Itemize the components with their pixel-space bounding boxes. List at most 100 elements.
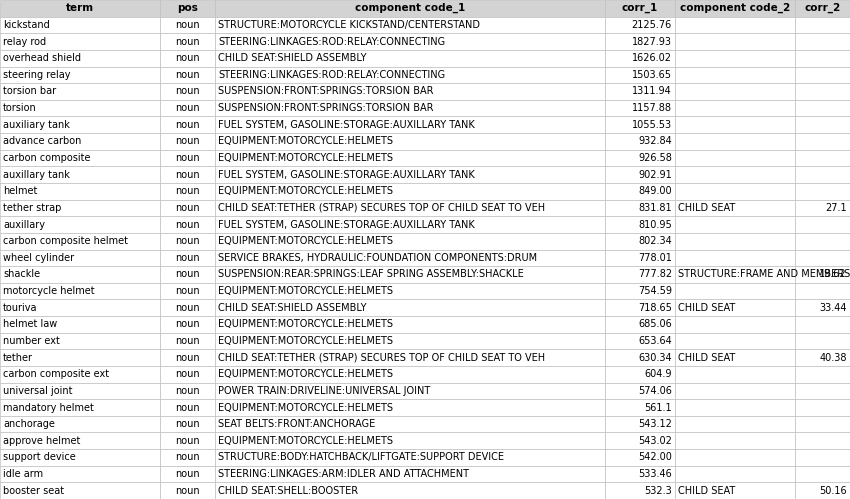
- Bar: [215, 200, 605, 216]
- Bar: [215, 100, 605, 116]
- Bar: [160, 399, 215, 416]
- Bar: [0, 250, 160, 266]
- Bar: [605, 33, 675, 50]
- Text: CHILD SEAT:SHIELD ASSEMBLY: CHILD SEAT:SHIELD ASSEMBLY: [218, 303, 366, 313]
- Bar: [0, 16, 160, 33]
- Text: STRUCTURE:FRAME AND MEMBERS: STRUCTURE:FRAME AND MEMBERS: [678, 269, 850, 279]
- Text: noun: noun: [175, 220, 200, 230]
- Bar: [160, 0, 215, 16]
- Text: noun: noun: [175, 336, 200, 346]
- Text: noun: noun: [175, 436, 200, 446]
- Bar: [675, 333, 795, 349]
- Text: 561.1: 561.1: [644, 403, 672, 413]
- Bar: [215, 333, 605, 349]
- Text: 543.02: 543.02: [638, 436, 672, 446]
- Text: STEERING:LINKAGES:ARM:IDLER AND ATTACHMENT: STEERING:LINKAGES:ARM:IDLER AND ATTACHME…: [218, 469, 469, 479]
- Text: 902.91: 902.91: [638, 170, 672, 180]
- Text: booster seat: booster seat: [3, 486, 64, 496]
- Text: STEERING:LINKAGES:ROD:RELAY:CONNECTING: STEERING:LINKAGES:ROD:RELAY:CONNECTING: [218, 36, 445, 46]
- Text: 754.59: 754.59: [638, 286, 672, 296]
- Bar: [605, 216, 675, 233]
- Bar: [215, 166, 605, 183]
- Text: EQUIPMENT:MOTORCYCLE:HELMETS: EQUIPMENT:MOTORCYCLE:HELMETS: [218, 186, 393, 196]
- Text: noun: noun: [175, 36, 200, 46]
- Bar: [795, 316, 850, 333]
- Text: idle arm: idle arm: [3, 469, 43, 479]
- Bar: [0, 0, 160, 16]
- Text: EQUIPMENT:MOTORCYCLE:HELMETS: EQUIPMENT:MOTORCYCLE:HELMETS: [218, 369, 393, 379]
- Bar: [795, 183, 850, 200]
- Bar: [0, 150, 160, 166]
- Bar: [795, 66, 850, 83]
- Bar: [795, 16, 850, 33]
- Bar: [675, 349, 795, 366]
- Bar: [605, 283, 675, 299]
- Text: relay rod: relay rod: [3, 36, 46, 46]
- Text: EQUIPMENT:MOTORCYCLE:HELMETS: EQUIPMENT:MOTORCYCLE:HELMETS: [218, 153, 393, 163]
- Bar: [605, 183, 675, 200]
- Bar: [160, 33, 215, 50]
- Bar: [160, 183, 215, 200]
- Bar: [0, 233, 160, 250]
- Bar: [0, 116, 160, 133]
- Bar: [160, 200, 215, 216]
- Text: 1626.02: 1626.02: [632, 53, 672, 63]
- Bar: [160, 250, 215, 266]
- Bar: [215, 383, 605, 399]
- Bar: [215, 466, 605, 483]
- Bar: [675, 266, 795, 283]
- Bar: [795, 50, 850, 66]
- Bar: [675, 200, 795, 216]
- Bar: [675, 100, 795, 116]
- Bar: [215, 133, 605, 150]
- Text: noun: noun: [175, 103, 200, 113]
- Text: noun: noun: [175, 486, 200, 496]
- Bar: [605, 133, 675, 150]
- Text: tether: tether: [3, 353, 33, 363]
- Text: CHILD SEAT:TETHER (STRAP) SECURES TOP OF CHILD SEAT TO VEH: CHILD SEAT:TETHER (STRAP) SECURES TOP OF…: [218, 203, 545, 213]
- Bar: [675, 283, 795, 299]
- Text: noun: noun: [175, 86, 200, 96]
- Text: FUEL SYSTEM, GASOLINE:STORAGE:AUXILLARY TANK: FUEL SYSTEM, GASOLINE:STORAGE:AUXILLARY …: [218, 170, 475, 180]
- Bar: [675, 299, 795, 316]
- Bar: [795, 466, 850, 483]
- Text: 27.1: 27.1: [825, 203, 847, 213]
- Text: 718.65: 718.65: [638, 303, 672, 313]
- Bar: [0, 416, 160, 433]
- Text: noun: noun: [175, 353, 200, 363]
- Bar: [795, 399, 850, 416]
- Text: advance carbon: advance carbon: [3, 136, 82, 146]
- Bar: [160, 100, 215, 116]
- Bar: [795, 33, 850, 50]
- Bar: [160, 283, 215, 299]
- Text: 777.82: 777.82: [638, 269, 672, 279]
- Text: noun: noun: [175, 153, 200, 163]
- Text: EQUIPMENT:MOTORCYCLE:HELMETS: EQUIPMENT:MOTORCYCLE:HELMETS: [218, 436, 393, 446]
- Bar: [795, 366, 850, 383]
- Text: 50.16: 50.16: [819, 486, 847, 496]
- Text: 533.46: 533.46: [638, 469, 672, 479]
- Bar: [605, 0, 675, 16]
- Bar: [160, 83, 215, 100]
- Bar: [675, 216, 795, 233]
- Bar: [215, 66, 605, 83]
- Text: noun: noun: [175, 20, 200, 30]
- Bar: [0, 100, 160, 116]
- Bar: [215, 16, 605, 33]
- Bar: [0, 283, 160, 299]
- Text: EQUIPMENT:MOTORCYCLE:HELMETS: EQUIPMENT:MOTORCYCLE:HELMETS: [218, 236, 393, 246]
- Bar: [675, 183, 795, 200]
- Bar: [0, 166, 160, 183]
- Bar: [160, 483, 215, 499]
- Bar: [605, 399, 675, 416]
- Bar: [0, 433, 160, 449]
- Bar: [605, 16, 675, 33]
- Bar: [605, 483, 675, 499]
- Bar: [215, 83, 605, 100]
- Text: 19.62: 19.62: [819, 269, 847, 279]
- Bar: [795, 433, 850, 449]
- Text: SUSPENSION:REAR:SPRINGS:LEAF SPRING ASSEMBLY:SHACKLE: SUSPENSION:REAR:SPRINGS:LEAF SPRING ASSE…: [218, 269, 524, 279]
- Bar: [605, 66, 675, 83]
- Text: noun: noun: [175, 53, 200, 63]
- Text: CHILD SEAT:SHIELD ASSEMBLY: CHILD SEAT:SHIELD ASSEMBLY: [218, 53, 366, 63]
